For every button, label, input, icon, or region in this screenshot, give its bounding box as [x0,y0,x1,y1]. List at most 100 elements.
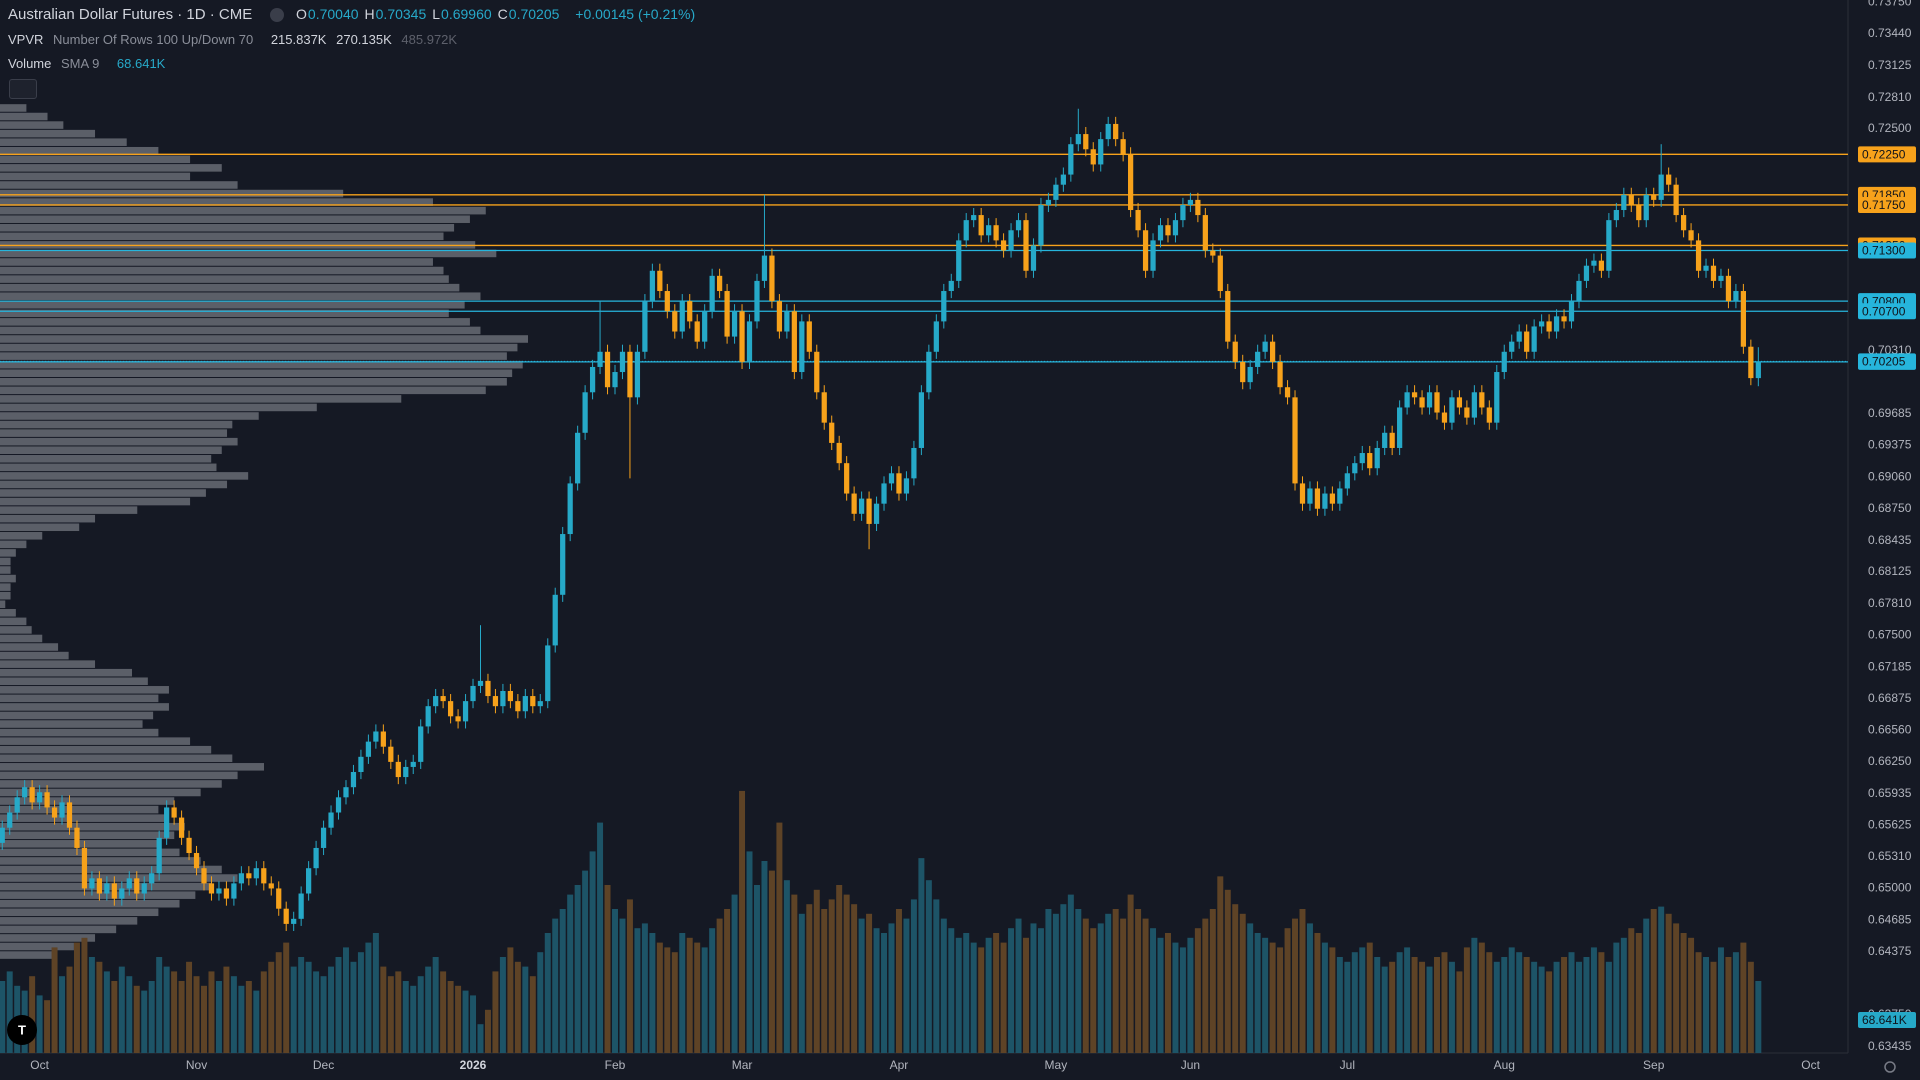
volume-profile-row [0,917,138,925]
candle-body [51,807,58,818]
candle-body [746,321,753,362]
volume-profile-row [0,403,317,412]
last-price-badge [1858,353,1916,370]
volume-bar [948,928,955,1053]
volume-bar [731,894,738,1053]
candle-body [873,503,880,524]
volume-bar [1411,957,1418,1053]
volume-profile-row [0,677,148,686]
candle-body [664,291,670,312]
volume-bar [320,976,327,1053]
candle-body [634,351,641,398]
candle-body [1636,204,1642,221]
vpvr-down: 270.135K [336,32,392,47]
volume-bar [716,918,723,1053]
volume-bar [1516,952,1523,1053]
candle-body [156,837,162,874]
volume-profile-row [0,634,43,643]
y-tick-label: 0.68125 [1868,564,1912,578]
logo: T [7,1015,37,1045]
collapse-legend-button[interactable] [9,79,37,99]
x-tick-label: Mar [732,1058,753,1072]
volume-bar [955,937,962,1053]
volume-profile-row [0,617,27,626]
volume-profile-row [0,754,233,763]
candle-body [238,873,244,884]
ohlc-value: 0.70040 [307,6,359,22]
candle-body [440,696,446,702]
settings-icon[interactable] [1884,1061,1896,1073]
y-tick-label: 0.66250 [1868,754,1912,768]
volume-bar [223,966,230,1053]
volume-bar [701,947,708,1053]
x-tick-label: Feb [605,1058,626,1072]
volume-bar [1336,957,1343,1053]
volume-bar [118,966,125,1053]
candle-body [433,696,439,707]
candle-body [1142,230,1149,271]
candle-body [373,731,379,742]
candle-body [7,812,13,828]
candle-body [1307,488,1313,504]
volume-bar [671,952,678,1053]
x-tick-label: Aug [1494,1058,1515,1072]
volume-profile-row [0,566,11,574]
candle-body [761,255,768,281]
volume-bar [656,942,663,1053]
ohlc-key: L [432,6,441,22]
y-tick-label: 0.72500 [1868,121,1912,135]
volume-bar [1224,889,1231,1053]
candle-body [0,827,5,843]
candle-body [731,311,738,337]
volume-bar [537,952,544,1053]
candle-body [343,787,349,798]
candle-body [66,802,73,828]
collapse-button[interactable] [270,8,285,23]
vpvr-total: 485.972K [401,32,458,47]
volume-profile-row [0,737,191,745]
indicator-name: Volume [8,56,52,71]
volume-bar [342,947,349,1053]
volume-bar [1463,947,1470,1053]
candle-body [1247,366,1253,383]
candle-body [1621,194,1627,211]
candle-body [276,888,282,909]
volume-bar [1568,952,1575,1053]
candle-body [14,797,20,813]
volume-bar [1665,913,1672,1053]
candle-body [119,888,125,899]
volume-bar [1037,928,1044,1053]
volume-bar [1209,909,1216,1053]
y-tick-label: 0.67185 [1868,659,1912,673]
volume-bar [1590,947,1597,1053]
candle-body [1546,321,1552,332]
volume-bar [1381,966,1388,1053]
candle-body [537,701,543,707]
candle-body [1509,341,1515,352]
candle-body [1292,397,1298,484]
volume-profile-row [0,891,196,899]
candle-body [926,351,932,393]
volume-bar [372,933,379,1053]
volume-bar [903,918,910,1053]
candle-body [657,270,663,292]
volume-bar [365,942,372,1053]
candle-body [1038,204,1044,246]
y-tick-label: 0.67500 [1868,627,1912,641]
volume-bar [230,976,237,1053]
volume-bar [141,990,148,1053]
candle-body [1494,372,1500,423]
candle-body [1516,331,1522,342]
volume-bar [1082,918,1089,1053]
candle-body [335,797,342,813]
volume-bar [1658,906,1665,1053]
volume-profile-row [0,429,228,437]
volume-bar [985,937,992,1053]
x-tick-label: Sep [1643,1058,1665,1072]
volume-bar [395,971,402,1053]
volume-profile-row [0,318,470,326]
volume-bar [1052,913,1059,1053]
symbol-legend: Australian Dollar Futures · 1D · CME O0.… [8,6,701,23]
candle-body [328,812,334,828]
